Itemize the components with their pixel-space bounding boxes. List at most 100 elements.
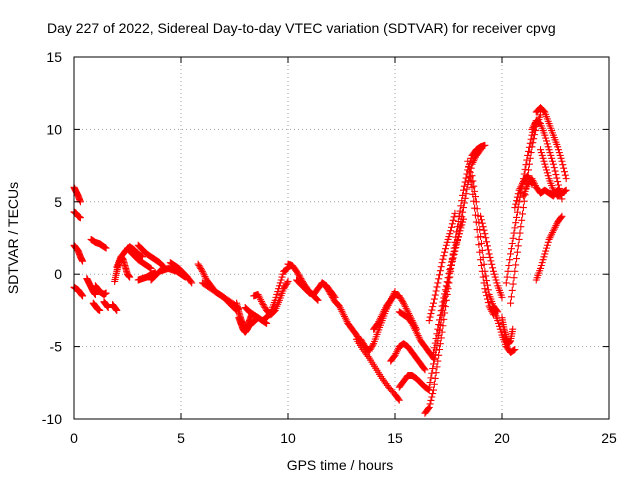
data-point xyxy=(525,166,533,174)
data-point xyxy=(197,264,205,272)
data-point xyxy=(275,282,283,290)
data-point xyxy=(516,184,524,192)
data-point xyxy=(431,339,439,347)
data-point xyxy=(560,164,568,172)
data-point xyxy=(430,355,438,363)
data-point xyxy=(518,216,526,224)
data-point xyxy=(442,241,450,249)
data-point xyxy=(374,319,382,327)
data-point xyxy=(430,360,438,368)
data-point xyxy=(403,306,411,314)
data-point xyxy=(376,314,384,322)
data-point xyxy=(524,172,532,180)
data-point xyxy=(434,357,442,365)
data-point xyxy=(442,286,450,294)
data-point xyxy=(544,238,552,246)
data-point xyxy=(254,290,262,298)
data-point xyxy=(553,220,561,228)
x-tick-label: 25 xyxy=(601,430,617,446)
data-point xyxy=(459,218,467,226)
data-point xyxy=(505,262,513,270)
data-point xyxy=(466,173,474,181)
data-point xyxy=(447,258,455,266)
data-point xyxy=(471,187,479,195)
data-point xyxy=(445,233,453,241)
data-point xyxy=(393,348,401,356)
data-point xyxy=(195,262,203,270)
data-point xyxy=(324,286,332,294)
data-point xyxy=(260,302,268,310)
data-point xyxy=(559,161,567,169)
data-point xyxy=(548,154,556,162)
data-point xyxy=(549,157,557,165)
series-segment-early-2 xyxy=(87,235,110,252)
data-point xyxy=(427,310,435,318)
data-point xyxy=(510,346,518,354)
data-point xyxy=(512,219,520,227)
data-point xyxy=(325,288,333,296)
data-point xyxy=(323,283,331,291)
data-point xyxy=(550,164,558,172)
plot-area-border xyxy=(73,56,610,420)
data-point xyxy=(278,273,286,281)
data-point xyxy=(376,316,384,324)
data-point xyxy=(282,280,290,288)
data-point xyxy=(199,269,207,277)
grid xyxy=(74,57,609,419)
data-point xyxy=(513,197,521,205)
data-point xyxy=(489,267,497,275)
data-point xyxy=(467,178,475,186)
chart-title: Day 227 of 2022, Sidereal Day-to-day VTE… xyxy=(47,20,556,36)
data-point xyxy=(342,316,350,324)
data-point xyxy=(507,245,515,253)
data-point xyxy=(459,208,467,216)
data-point xyxy=(508,240,516,248)
data-point xyxy=(293,269,301,277)
data-point xyxy=(507,299,515,307)
data-point xyxy=(284,277,292,285)
y-tick-label: -10 xyxy=(42,411,62,427)
data-point xyxy=(523,156,531,164)
data-point xyxy=(485,250,493,258)
data-point xyxy=(427,396,435,404)
data-point xyxy=(506,256,514,264)
data-point xyxy=(539,154,547,162)
data-point xyxy=(266,309,274,317)
data-point xyxy=(433,363,441,371)
data-point xyxy=(540,157,548,165)
data-point xyxy=(401,303,409,311)
data-point xyxy=(414,332,422,340)
data-point xyxy=(483,277,491,285)
data-point xyxy=(438,259,446,267)
data-point xyxy=(478,246,486,254)
data-point xyxy=(436,321,444,329)
data-point xyxy=(454,233,462,241)
data-point xyxy=(459,204,467,212)
data-point xyxy=(377,312,385,320)
data-point xyxy=(537,262,545,270)
data-point xyxy=(549,227,557,235)
data-point xyxy=(522,161,530,169)
data-point xyxy=(469,158,477,166)
series-segment-down-19b xyxy=(468,172,502,316)
series-segment-end-22a xyxy=(537,146,570,200)
data-point xyxy=(187,278,195,286)
data-point xyxy=(271,296,279,304)
data-point xyxy=(554,178,562,186)
data-point xyxy=(528,125,536,133)
data-point xyxy=(513,193,521,201)
data-point xyxy=(379,309,387,317)
data-point xyxy=(381,306,389,314)
x-tick-label: 5 xyxy=(177,430,185,446)
data-point xyxy=(483,281,491,289)
data-point xyxy=(509,234,517,242)
data-point xyxy=(416,335,424,343)
data-point xyxy=(369,341,377,349)
data-point xyxy=(448,255,456,263)
data-point xyxy=(424,405,432,413)
data-point xyxy=(435,321,443,329)
data-point xyxy=(100,243,108,251)
data-point xyxy=(412,326,420,334)
data-point xyxy=(91,290,99,298)
series-segment-early-5 xyxy=(100,298,112,312)
